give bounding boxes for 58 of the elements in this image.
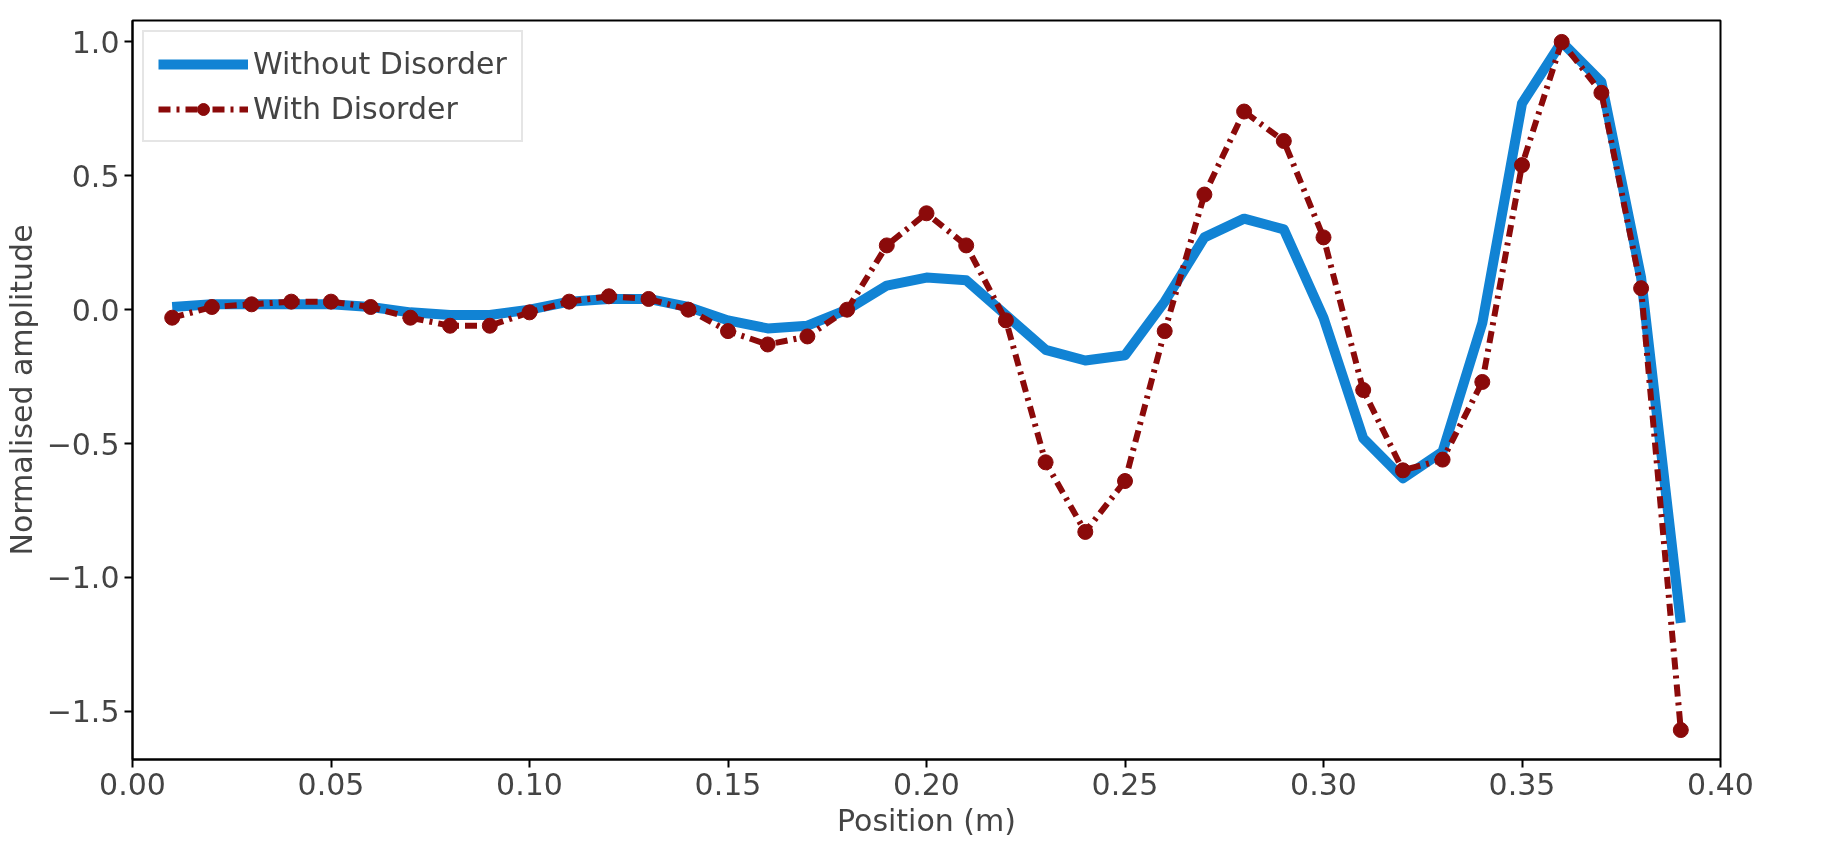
point (323, 293, 339, 310)
point (878, 237, 895, 254)
x-tick-label: 0.25 (1091, 766, 1159, 802)
x-tick-label: 0.10 (496, 766, 563, 802)
point (839, 301, 856, 318)
point (1474, 373, 1491, 390)
legend-label: With Disorder (253, 91, 458, 126)
point (203, 299, 220, 315)
x-tick-label: 0.30 (1290, 766, 1357, 802)
y-tick-label: 0.0 (71, 292, 120, 328)
point (561, 293, 578, 310)
y-tick-label: 0.5 (71, 158, 120, 194)
point (1355, 382, 1372, 398)
x-axis-title: Position (m) (837, 802, 1016, 838)
point (164, 309, 181, 326)
point (720, 323, 736, 340)
point (521, 304, 538, 321)
point (958, 237, 975, 254)
point (243, 296, 260, 313)
x-tick-label: 0.35 (1488, 766, 1556, 802)
point (1236, 103, 1253, 120)
point (918, 205, 935, 222)
y-tick-label: 1.0 (71, 24, 120, 60)
point (442, 317, 459, 334)
point (1593, 84, 1610, 101)
point (1117, 473, 1133, 490)
point (1077, 523, 1094, 540)
point (759, 336, 776, 353)
point (1315, 229, 1332, 246)
y-tick-label: −1.5 (46, 694, 120, 730)
point (1275, 133, 1292, 149)
point (402, 309, 419, 326)
point (362, 299, 379, 315)
point (1434, 451, 1451, 468)
x-tick-label: 0.40 (1687, 766, 1754, 802)
x-tick-label: 0.20 (893, 766, 960, 802)
point (283, 293, 300, 310)
point (1037, 454, 1054, 471)
point (1394, 462, 1411, 479)
y-tick-label: −0.5 (46, 426, 120, 462)
point (1672, 722, 1689, 739)
point (1633, 280, 1650, 297)
point (1553, 33, 1570, 50)
point (680, 301, 697, 318)
x-tick-label: 0.15 (694, 766, 762, 802)
y-tick-label: −1.0 (46, 560, 120, 596)
x-tick-label: 0.00 (99, 766, 166, 802)
y-axis-title: Normalised amplitude (3, 224, 39, 556)
point (1196, 186, 1213, 203)
point (1514, 157, 1530, 174)
point (640, 290, 657, 307)
point (997, 312, 1014, 329)
point (1156, 323, 1173, 340)
legend-label: Without Disorder (253, 46, 507, 81)
x-tick-label: 0.05 (297, 766, 365, 802)
point (600, 288, 617, 305)
point (481, 317, 498, 334)
point (799, 328, 816, 345)
